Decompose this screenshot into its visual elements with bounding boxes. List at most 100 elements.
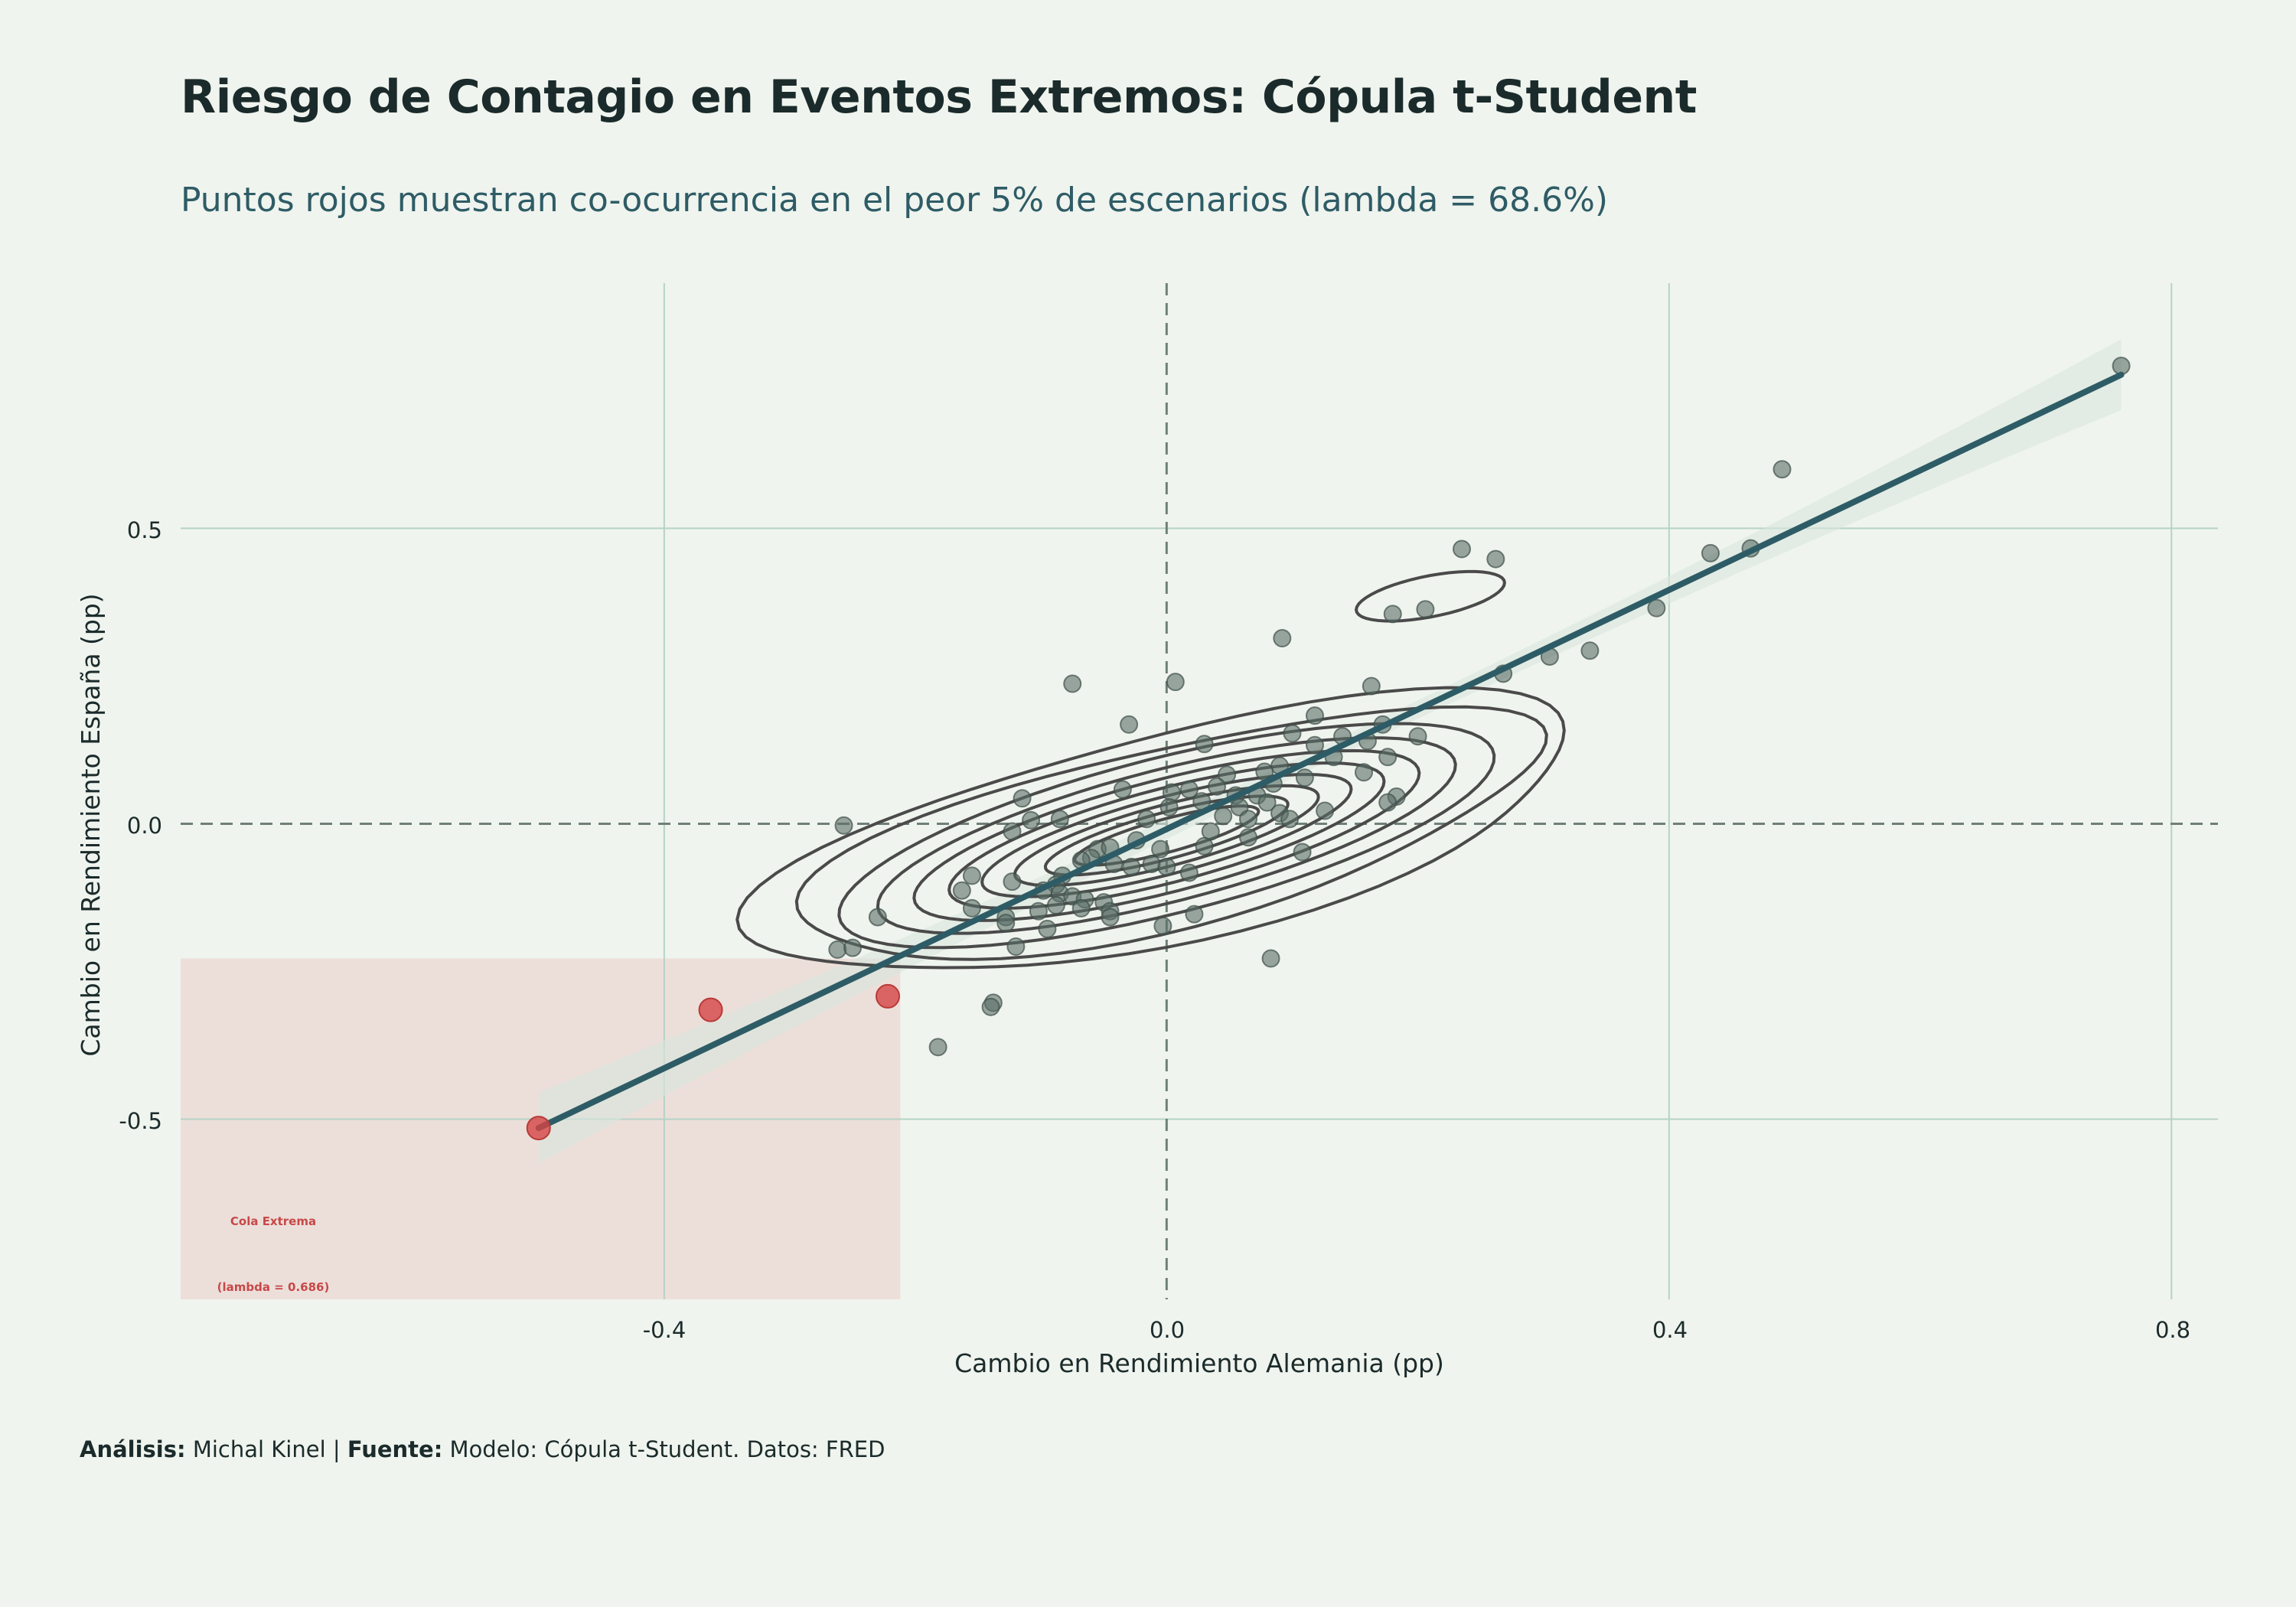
data-point: [1218, 765, 1237, 784]
data-point: [1647, 598, 1666, 618]
data-point: [1453, 539, 1472, 559]
density-contour: [837, 722, 1496, 950]
data-point: [1006, 937, 1026, 957]
data-point: [1157, 857, 1176, 876]
data-point: [1305, 735, 1324, 755]
regression-line: [535, 371, 2125, 1132]
data-point: [1137, 810, 1156, 829]
analysis-label: Análisis:: [80, 1436, 186, 1462]
data-point: [1580, 641, 1600, 660]
data-point: [981, 997, 1000, 1016]
density-contours-layer: [735, 569, 1566, 970]
data-point: [1153, 917, 1172, 936]
data-point: [843, 938, 863, 957]
x-tick-label: 0.0: [1150, 1317, 1185, 1343]
tail-annotation: Cola Extrema: [230, 1214, 316, 1228]
data-point: [1354, 763, 1373, 782]
tail-annotation-lambda: (lambda = 0.686): [217, 1280, 330, 1294]
data-point: [1179, 863, 1199, 882]
data-point: [1701, 543, 1720, 562]
data-point: [928, 1038, 947, 1057]
data-point: [1305, 706, 1324, 725]
density-contour: [735, 686, 1566, 970]
data-point: [1166, 673, 1185, 692]
data-point: [1022, 810, 1041, 830]
x-axis-label: Cambio en Rendimiento Alemania (pp): [954, 1348, 1444, 1378]
y-axis-label: Cambio en Rendimiento España (pp): [76, 593, 106, 1056]
data-point: [1773, 460, 1792, 479]
tail-point: [875, 983, 900, 1009]
data-point: [1003, 872, 1022, 892]
data-point: [1120, 715, 1139, 734]
data-point: [1257, 793, 1277, 812]
data-point: [1383, 605, 1402, 624]
data-point: [868, 908, 887, 927]
grid-layer: [181, 283, 2218, 1299]
data-point: [952, 881, 971, 900]
data-point: [1029, 901, 1048, 921]
data-point: [1038, 919, 1057, 938]
x-tick-label: 0.8: [2155, 1317, 2190, 1343]
data-point: [1101, 908, 1120, 927]
data-point: [1185, 905, 1204, 924]
tail-point: [526, 1116, 551, 1141]
data-point: [1142, 854, 1161, 873]
data-point: [1214, 807, 1233, 826]
data-point: [1046, 896, 1065, 915]
source-label: Fuente:: [347, 1436, 443, 1462]
data-point: [1122, 857, 1141, 876]
tail-point: [698, 997, 723, 1022]
caption: Análisis: Michal Kinel | Fuente: Modelo:…: [80, 1436, 885, 1462]
data-point: [1283, 724, 1302, 743]
data-point: [1113, 780, 1132, 799]
analysis-value: Michal Kinel: [192, 1436, 326, 1462]
density-contour: [912, 748, 1421, 922]
y-tick-label: 0.0: [127, 813, 162, 839]
data-point: [1295, 768, 1314, 787]
tail-points-layer: [526, 983, 900, 1141]
data-point: [1159, 797, 1179, 817]
source-value: Modelo: Cópula t-Student. Datos: FRED: [449, 1436, 885, 1462]
caption-separator: |: [332, 1436, 341, 1462]
chart-title: Riesgo de Contagio en Eventos Extremos: …: [181, 70, 1697, 124]
data-point: [828, 940, 847, 959]
data-point: [1293, 843, 1312, 862]
data-point: [1050, 810, 1069, 829]
labels-layer: -0.4 0.0 0.4 0.8 -0.5 0.0 0.5 Cambio en …: [76, 517, 2190, 1378]
points-layer: [828, 357, 2131, 1057]
y-tick-label: -0.5: [119, 1108, 162, 1134]
data-point: [1362, 676, 1381, 696]
data-point: [1261, 949, 1280, 968]
data-point: [1280, 810, 1300, 829]
regression-layer: [535, 371, 2125, 1132]
data-point: [1162, 783, 1181, 802]
data-point: [1239, 828, 1258, 847]
data-point: [1071, 898, 1091, 918]
data-point: [1151, 839, 1170, 859]
density-contour: [794, 705, 1548, 961]
data-point: [1195, 836, 1214, 856]
data-point: [1378, 748, 1397, 767]
x-tick-label: -0.4: [643, 1317, 687, 1343]
y-tick-label: 0.5: [127, 517, 162, 543]
x-tick-label: 0.4: [1652, 1317, 1688, 1343]
data-point: [1207, 777, 1226, 796]
data-point: [962, 898, 981, 918]
chart-subtitle: Puntos rojos muestran co-ocurrencia en e…: [181, 181, 1609, 220]
data-point: [1239, 810, 1258, 829]
data-point: [1416, 600, 1435, 619]
data-point: [1003, 822, 1022, 841]
data-point: [1179, 780, 1199, 799]
data-point: [1013, 789, 1032, 808]
data-point: [1378, 793, 1397, 812]
data-point: [1408, 727, 1427, 746]
data-point: [1063, 674, 1082, 693]
data-point: [834, 816, 853, 835]
density-contour-island: [1354, 569, 1506, 623]
data-point: [1195, 735, 1214, 754]
data-point: [962, 866, 981, 885]
data-point: [1486, 549, 1505, 569]
data-point: [996, 914, 1016, 933]
data-point: [1316, 801, 1335, 820]
